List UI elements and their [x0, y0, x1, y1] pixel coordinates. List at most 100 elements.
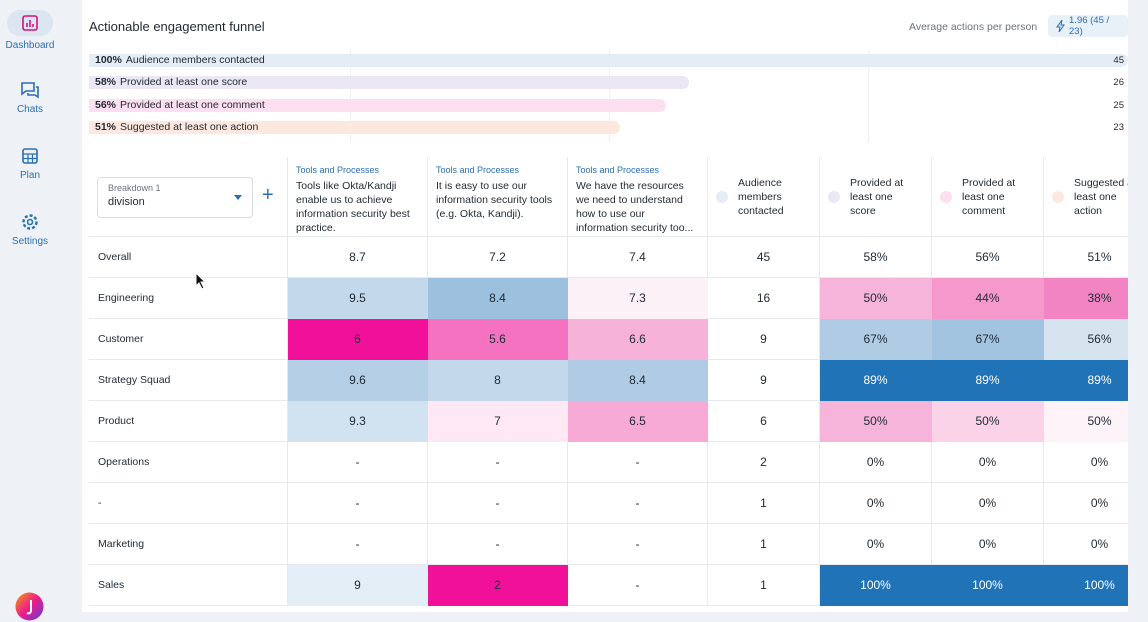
table-cell: 100%: [1044, 565, 1128, 606]
table-cell: 6.6: [568, 319, 708, 360]
table-cell: 50%: [932, 401, 1044, 442]
row-name: Overall: [89, 237, 288, 278]
question-text: It is easy to use our information securi…: [436, 180, 553, 220]
table-cell: 6: [288, 319, 428, 360]
table-cell: -: [428, 442, 568, 483]
average-value: 1.96 (45 / 23): [1069, 15, 1110, 37]
table-cell: 9.5: [288, 278, 428, 319]
breakdown-select[interactable]: Breakdown 1 division: [97, 177, 253, 218]
add-breakdown[interactable]: +: [262, 184, 274, 206]
breakdown-value: division: [108, 196, 145, 208]
table-cell: -: [568, 442, 708, 483]
table-cell: 56%: [932, 237, 1044, 278]
table-cell: -: [288, 442, 428, 483]
nav-plan[interactable]: Plan: [0, 146, 60, 181]
dashboard-icon: [7, 10, 53, 36]
funnel-count: 23: [1113, 121, 1124, 133]
average-label: Average actions per person: [909, 21, 1038, 33]
table-cell: -: [568, 483, 708, 524]
funnel-count: 45: [1113, 55, 1124, 66]
question-tag: Tools and Processes: [436, 165, 520, 175]
table-cell: 89%: [932, 360, 1044, 401]
table-cell: 1: [708, 483, 820, 524]
header-border: [287, 157, 288, 237]
table-cell: 9: [708, 360, 820, 401]
table-cell: -: [568, 565, 708, 606]
table-cell: 100%: [932, 565, 1044, 606]
metric-header: Provided at least one comment: [932, 157, 1044, 237]
legend-dot: [716, 190, 728, 203]
plan-icon: [22, 148, 38, 164]
nav-label: Settings: [11, 236, 49, 247]
row-name: Engineering: [89, 278, 288, 319]
question-header: Tools and Processes We have the resources…: [568, 157, 708, 237]
table-cell: 67%: [932, 319, 1044, 360]
nav-label: Dashboard: [5, 40, 55, 51]
funnel-pct: 51%: [95, 120, 117, 133]
bolt-icon: [1056, 20, 1065, 32]
funnel-text: Provided at least one comment: [120, 98, 265, 111]
row-name: Customer: [89, 319, 288, 360]
table-cell: 89%: [820, 360, 932, 401]
table-cell: 0%: [932, 524, 1044, 565]
legend-dot: [828, 190, 840, 203]
nav-settings[interactable]: Settings: [0, 212, 60, 247]
table-cell: 51%: [1044, 237, 1128, 278]
nav-chats[interactable]: Chats: [0, 80, 60, 115]
funnel-pct: 58%: [95, 76, 117, 89]
logo: [15, 592, 44, 621]
funnel-count: 25: [1113, 99, 1124, 111]
table-cell: 5.6: [428, 319, 568, 360]
funnel-label: 51% Suggested at least one action: [95, 121, 258, 134]
row-name: Product: [89, 401, 288, 442]
table-cell: 56%: [1044, 319, 1128, 360]
guide-line: [868, 50, 869, 142]
guide-line: [609, 50, 610, 142]
guide-line: [350, 50, 351, 142]
table-cell: -: [288, 483, 428, 524]
header-border: [89, 236, 288, 237]
table-cell: -: [568, 524, 708, 565]
funnel-bar: [89, 120, 621, 134]
row-name: Operations: [89, 442, 288, 483]
table-cell: 67%: [820, 319, 932, 360]
breakdown-label: Breakdown 1: [108, 183, 161, 193]
nav-dashboard[interactable]: Dashboard: [0, 10, 60, 51]
table-cell: 100%: [820, 565, 932, 606]
table-cell: 45: [708, 237, 820, 278]
table-cell: 6: [708, 401, 820, 442]
legend-dot: [940, 190, 952, 203]
table-cell: 89%: [1044, 360, 1128, 401]
funnel-pct: 56%: [95, 98, 117, 111]
table-cell: 7: [428, 401, 568, 442]
question-text: We have the resources we need to underst…: [576, 180, 694, 234]
funnel-label: 58% Provided at least one score: [95, 76, 247, 89]
question-tag: Tools and Processes: [296, 165, 380, 175]
nav-label: Plan: [19, 170, 40, 181]
funnel-text: Audience members contacted: [125, 54, 265, 66]
question-tag: Tools and Processes: [576, 165, 660, 175]
table-cell: 38%: [1044, 278, 1128, 319]
table-cell: 16: [708, 278, 820, 319]
metric-text: Suggested at least one action: [1074, 176, 1128, 217]
table-cell: 9.6: [288, 360, 428, 401]
metric-header: Provided at least one score: [820, 157, 932, 237]
settings-icon: [22, 214, 38, 230]
table-cell: 0%: [820, 483, 932, 524]
table-cell: 50%: [820, 401, 932, 442]
table-cell: 8.4: [568, 360, 708, 401]
metric-text: Provided at least one score: [850, 176, 904, 217]
table-cell: 0%: [820, 442, 932, 483]
table-cell: 7.2: [428, 237, 568, 278]
table-cell: 0%: [1044, 524, 1128, 565]
chats-icon: [21, 82, 39, 99]
funnel-label: 100% Audience members contacted: [95, 54, 265, 67]
table-cell: 0%: [932, 483, 1044, 524]
table-cell: 2: [708, 442, 820, 483]
question-text: Tools like Okta/Kandji enable us to achi…: [296, 180, 410, 234]
table-cell: 44%: [932, 278, 1044, 319]
table-cell: -: [428, 524, 568, 565]
table-cell: 1: [708, 524, 820, 565]
